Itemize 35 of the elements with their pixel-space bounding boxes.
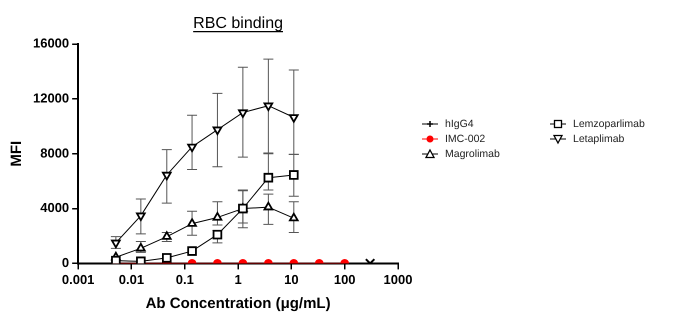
point xyxy=(264,202,274,210)
point xyxy=(111,256,121,264)
point xyxy=(238,109,248,118)
chart-title: RBC binding xyxy=(193,15,283,32)
point xyxy=(289,212,299,222)
y-tick-label: 16000 xyxy=(32,36,70,51)
x-tick-label: 0.001 xyxy=(62,272,94,287)
point xyxy=(162,172,172,180)
x-tick-label: 0.01 xyxy=(118,272,144,287)
legend-label: Lemzoparlimab xyxy=(573,118,645,130)
y-axis-title: MFI xyxy=(8,140,26,167)
x-axis-title: Ab Concentration (μg/mL) xyxy=(146,295,331,312)
legend-label: hIgG4 xyxy=(445,118,474,130)
point xyxy=(264,172,274,182)
legend-label: Letaplimab xyxy=(573,133,624,145)
y-tick-label: 4000 xyxy=(40,200,70,216)
y-tick-label: 12000 xyxy=(32,90,70,106)
x-tick-label: 0.1 xyxy=(176,272,194,287)
x-tick-label: 1000 xyxy=(384,272,412,287)
x-tick-label: 10 xyxy=(284,272,299,287)
y-tick-label: 8000 xyxy=(40,145,70,160)
point xyxy=(187,144,197,152)
legend-label: Magrolimab xyxy=(445,148,500,160)
point xyxy=(136,256,146,264)
point xyxy=(212,230,222,240)
point xyxy=(212,212,222,221)
point xyxy=(212,126,222,136)
point xyxy=(289,170,299,180)
x-tick-label: 1 xyxy=(234,272,242,287)
y-tick-label: 0 xyxy=(62,254,70,270)
point xyxy=(289,114,299,123)
point xyxy=(187,218,197,227)
x-tick-label: 100 xyxy=(334,272,356,287)
legend-label: IMC-002 xyxy=(445,133,486,145)
point xyxy=(264,102,274,112)
